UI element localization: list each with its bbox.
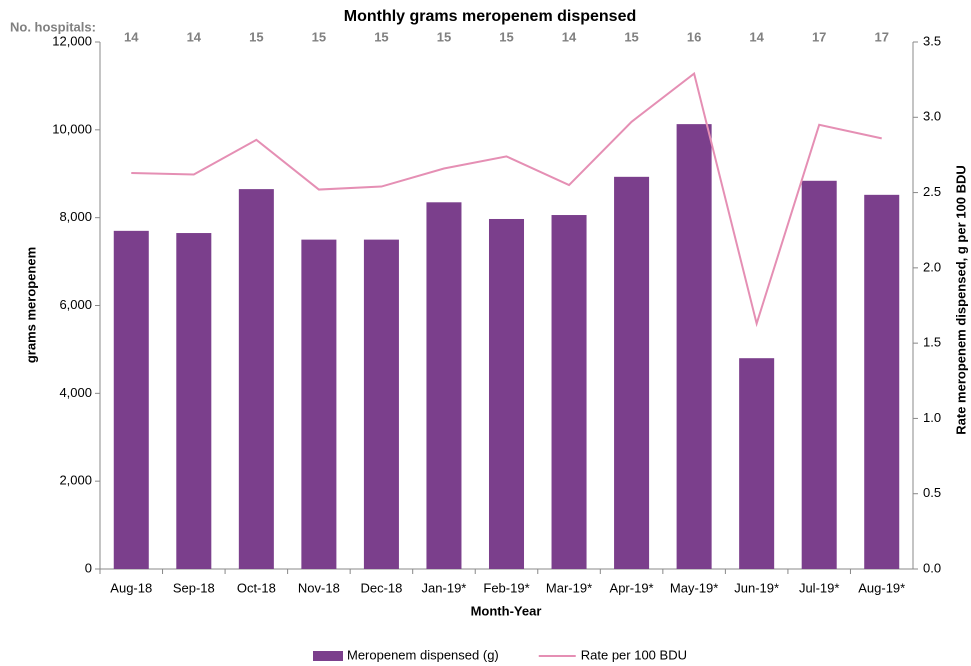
bar <box>176 233 212 569</box>
y2-tick-label: 1.5 <box>923 335 941 350</box>
x-tick-label: May-19* <box>670 580 718 595</box>
annotation: 15 <box>312 29 326 44</box>
bar <box>363 239 399 569</box>
bar <box>864 194 900 569</box>
annotation: 15 <box>499 29 513 44</box>
annotation-label: No. hospitals: <box>10 19 96 34</box>
x-tick-label: Aug-19* <box>858 580 905 595</box>
y2-tick-label: 0.0 <box>923 560 941 575</box>
bar <box>551 215 587 569</box>
bar <box>301 239 337 569</box>
bar <box>238 189 274 569</box>
annotation: 14 <box>749 29 764 44</box>
y2-tick-label: 0.5 <box>923 485 941 500</box>
bar <box>426 202 462 569</box>
y-tick-label: 4,000 <box>59 385 92 400</box>
bar <box>801 180 837 569</box>
x-tick-label: Sep-18 <box>173 580 215 595</box>
legend-label: Meropenem dispensed (g) <box>347 647 499 662</box>
x-tick-label: Aug-18 <box>110 580 152 595</box>
bar <box>113 230 149 569</box>
x-tick-label: Nov-18 <box>298 580 340 595</box>
x-tick-label: Mar-19* <box>546 580 592 595</box>
x-tick-label: Jun-19* <box>734 580 779 595</box>
y2-tick-label: 3.0 <box>923 109 941 124</box>
x-tick-label: Oct-18 <box>237 580 276 595</box>
y2-tick-label: 3.5 <box>923 33 941 48</box>
annotation: 14 <box>562 29 577 44</box>
x-tick-label: Dec-18 <box>360 580 402 595</box>
y2-tick-label: 2.5 <box>923 184 941 199</box>
annotation: 15 <box>624 29 638 44</box>
y2-axis-title: Rate meropenem dispensed, g per 100 BDU <box>953 165 968 434</box>
y-tick-label: 0 <box>85 560 92 575</box>
legend-swatch <box>313 651 343 661</box>
x-tick-label: Jul-19* <box>799 580 839 595</box>
line <box>131 71 882 328</box>
annotation: 17 <box>812 29 826 44</box>
annotation: 16 <box>687 29 701 44</box>
annotation: 14 <box>187 29 202 44</box>
bar <box>739 358 775 569</box>
y2-tick-label: 2.0 <box>923 259 941 274</box>
annotation: 15 <box>249 29 263 44</box>
y-tick-label: 6,000 <box>59 297 92 312</box>
x-tick-label: Jan-19* <box>422 580 467 595</box>
x-axis-title: Month-Year <box>471 603 542 618</box>
annotation: 14 <box>124 29 139 44</box>
x-tick-label: Feb-19* <box>483 580 529 595</box>
annotation: 17 <box>874 29 888 44</box>
x-tick-label: Apr-19* <box>610 580 654 595</box>
bar <box>488 218 525 569</box>
annotation: 15 <box>374 29 388 44</box>
bar <box>676 124 712 569</box>
y-tick-label: 10,000 <box>52 121 92 136</box>
y-axis-title: grams meropenem <box>23 247 38 363</box>
y-tick-label: 2,000 <box>59 473 92 488</box>
y2-tick-label: 1.0 <box>923 410 941 425</box>
y-tick-label: 8,000 <box>59 209 92 224</box>
annotation: 15 <box>437 29 451 44</box>
legend-label: Rate per 100 BDU <box>581 647 687 662</box>
y-tick-label: 12,000 <box>52 33 92 48</box>
chart-title: Monthly grams meropenem dispensed <box>344 8 637 25</box>
bar <box>614 176 650 570</box>
